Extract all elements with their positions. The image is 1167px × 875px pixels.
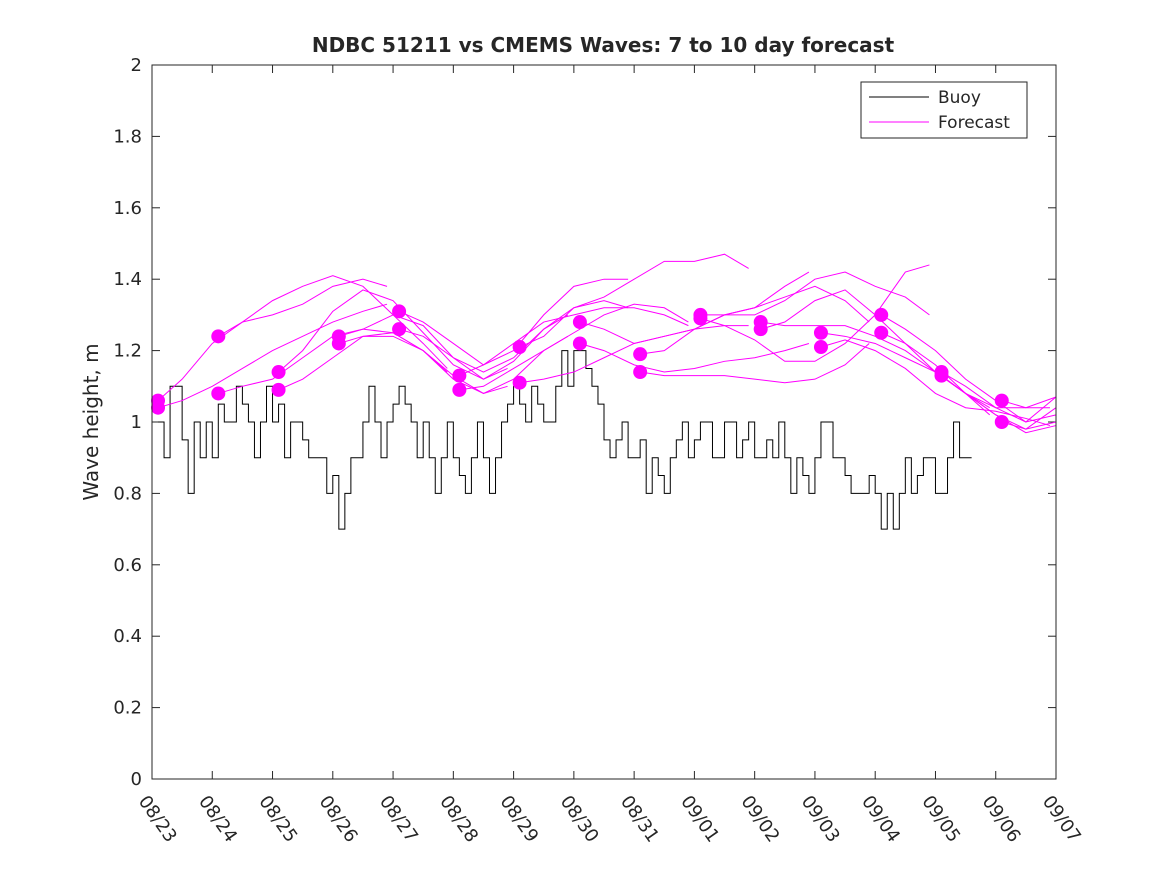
- forecast-start-marker: [211, 329, 226, 344]
- forecast-line: [941, 375, 1057, 434]
- forecast-start-marker: [572, 315, 587, 330]
- forecast-start-marker: [813, 340, 828, 355]
- forecast-start-marker: [874, 307, 889, 322]
- forecast-line: [218, 275, 448, 369]
- forecast-start-marker: [512, 375, 527, 390]
- forecast-line: [1001, 421, 1057, 430]
- legend-box: [860, 81, 1028, 139]
- legend-forecast-label: Forecast: [938, 113, 1010, 133]
- forecast-line: [157, 303, 388, 409]
- forecast-start-marker: [211, 386, 226, 401]
- chart-title: NDBC 51211 vs CMEMS Waves: 7 to 10 day f…: [312, 33, 895, 57]
- forecast-line: [941, 371, 1057, 423]
- legend: Buoy Forecast: [860, 81, 1028, 139]
- forecast-line: [579, 342, 810, 373]
- forecast-start-marker: [271, 382, 286, 397]
- forecast-start-marker: [994, 393, 1009, 408]
- forecast-start-marker: [392, 304, 407, 319]
- forecast-start-marker: [753, 322, 768, 337]
- buoy-layer: [158, 350, 972, 530]
- buoy-line: [158, 350, 972, 530]
- forecast-start-marker: [331, 336, 346, 351]
- forecast-markers: [151, 304, 1009, 429]
- forecast-start-marker: [994, 415, 1009, 429]
- forecast-line: [459, 303, 689, 391]
- y-tick-label: 0.4: [113, 626, 142, 647]
- forecast-layer: [157, 253, 1057, 434]
- forecast-start-marker: [392, 322, 407, 337]
- y-tick-label: 1.2: [113, 341, 142, 362]
- plot-border: [151, 64, 1057, 780]
- y-tick-label: 1.6: [113, 198, 142, 219]
- forecast-line: [640, 343, 870, 384]
- y-tick-label: 0: [131, 769, 142, 790]
- forecast-start-marker: [934, 368, 949, 383]
- forecast-line: [398, 300, 629, 373]
- y-tick-label: 2: [131, 55, 142, 76]
- legend-buoy-label: Buoy: [938, 88, 981, 108]
- forecast-start-marker: [572, 336, 587, 351]
- forecast-start-marker: [452, 382, 467, 397]
- y-tick-label: 0.2: [113, 698, 142, 719]
- y-tick-labels: 0 0.2 0.4 0.6 0.8 1 1.2 1.4 1.6 1.8 2: [113, 55, 142, 790]
- forecast-line: [700, 271, 930, 316]
- forecast-start-marker: [633, 347, 648, 362]
- forecast-line: [338, 335, 569, 394]
- forecast-line: [459, 307, 689, 377]
- forecast-start-marker: [874, 325, 889, 340]
- y-tick-label: 0.6: [113, 555, 142, 576]
- forecast-line: [1001, 396, 1057, 409]
- forecast-line: [398, 278, 629, 366]
- forecast-start-marker: [452, 368, 467, 383]
- forecast-start-marker: [271, 365, 286, 380]
- forecast-start-marker: [151, 400, 166, 415]
- y-tick-label: 1.4: [113, 269, 142, 290]
- forecast-line: [700, 264, 930, 362]
- y-tick-label: 0.8: [113, 483, 142, 504]
- forecast-start-marker: [512, 340, 527, 355]
- forecast-line: [157, 278, 388, 401]
- forecast-start-marker: [693, 311, 708, 326]
- forecast-line: [820, 339, 1051, 427]
- forecast-line: [640, 285, 870, 355]
- y-tick-label: 1.8: [113, 126, 142, 147]
- forecast-line: [519, 253, 749, 348]
- y-tick-label: 1: [131, 412, 142, 433]
- y-axis-label: Wave height, m: [79, 343, 103, 500]
- forecast-start-marker: [813, 325, 828, 340]
- forecast-line: [278, 289, 508, 380]
- forecast-start-marker: [633, 365, 648, 380]
